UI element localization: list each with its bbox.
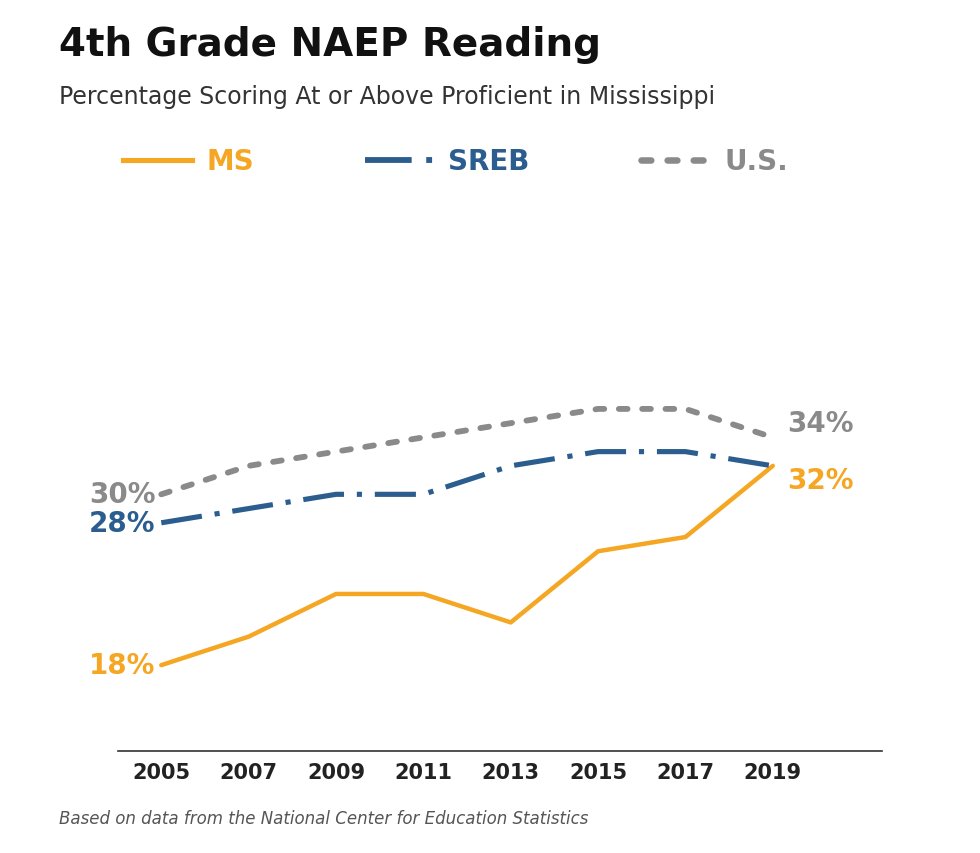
Text: Based on data from the National Center for Education Statistics: Based on data from the National Center f…: [59, 809, 588, 827]
Text: 18%: 18%: [89, 652, 156, 679]
Text: 30%: 30%: [89, 481, 156, 508]
Legend: MS, SREB, U.S.: MS, SREB, U.S.: [112, 137, 799, 187]
Text: Percentage Scoring At or Above Proficient in Mississippi: Percentage Scoring At or Above Proficien…: [59, 85, 715, 109]
Text: 32%: 32%: [787, 467, 854, 494]
Text: 4th Grade NAEP Reading: 4th Grade NAEP Reading: [59, 26, 601, 63]
Text: 28%: 28%: [89, 509, 156, 537]
Text: 34%: 34%: [787, 410, 854, 438]
